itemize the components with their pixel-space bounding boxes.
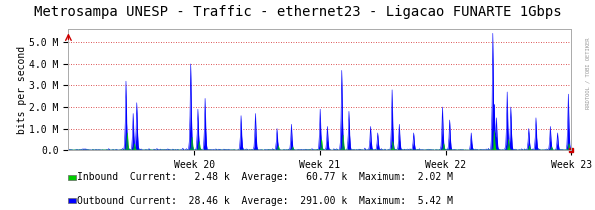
Text: Outbound Current:  28.46 k  Average:  291.00 k  Maximum:  5.42 M: Outbound Current: 28.46 k Average: 291.0…: [77, 196, 453, 206]
Text: RRDTOOL / TOBI OETIKER: RRDTOOL / TOBI OETIKER: [585, 38, 590, 109]
Text: Inbound  Current:   2.48 k  Average:   60.77 k  Maximum:  2.02 M: Inbound Current: 2.48 k Average: 60.77 k…: [77, 172, 453, 182]
Y-axis label: bits per second: bits per second: [17, 46, 27, 134]
Text: Metrosampa UNESP - Traffic - ethernet23 - Ligacao FUNARTE 1Gbps: Metrosampa UNESP - Traffic - ethernet23 …: [34, 5, 561, 19]
